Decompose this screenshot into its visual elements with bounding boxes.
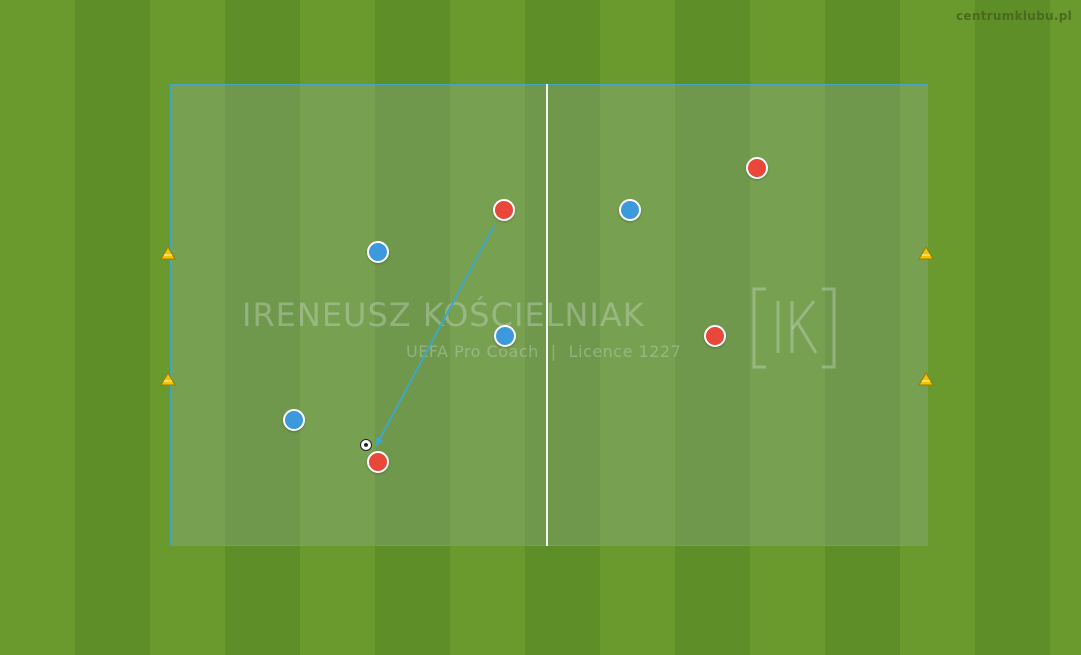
watermark-name: IRENEUSZ KOŚCIELNIAK — [242, 296, 645, 334]
player-blue-icon — [367, 241, 389, 263]
player-blue-icon — [619, 199, 641, 221]
ball-icon — [360, 439, 372, 451]
cone-icon — [918, 246, 934, 260]
site-label: centrumklubu.pl — [955, 9, 1072, 23]
cone-icon — [160, 372, 176, 386]
halfway-line — [546, 84, 548, 546]
player-blue-icon — [494, 325, 516, 347]
training-area — [170, 84, 928, 546]
player-red-icon — [746, 157, 768, 179]
watermark-licence: Licence 1227 — [568, 342, 682, 361]
cone-icon — [160, 246, 176, 260]
player-blue-icon — [283, 409, 305, 431]
player-red-icon — [704, 325, 726, 347]
player-red-icon — [367, 451, 389, 473]
watermark-separator: | — [550, 342, 557, 361]
cone-icon — [918, 372, 934, 386]
player-red-icon — [493, 199, 515, 221]
ik-monogram-icon — [752, 287, 836, 369]
pass-arrow-icon — [375, 225, 495, 447]
